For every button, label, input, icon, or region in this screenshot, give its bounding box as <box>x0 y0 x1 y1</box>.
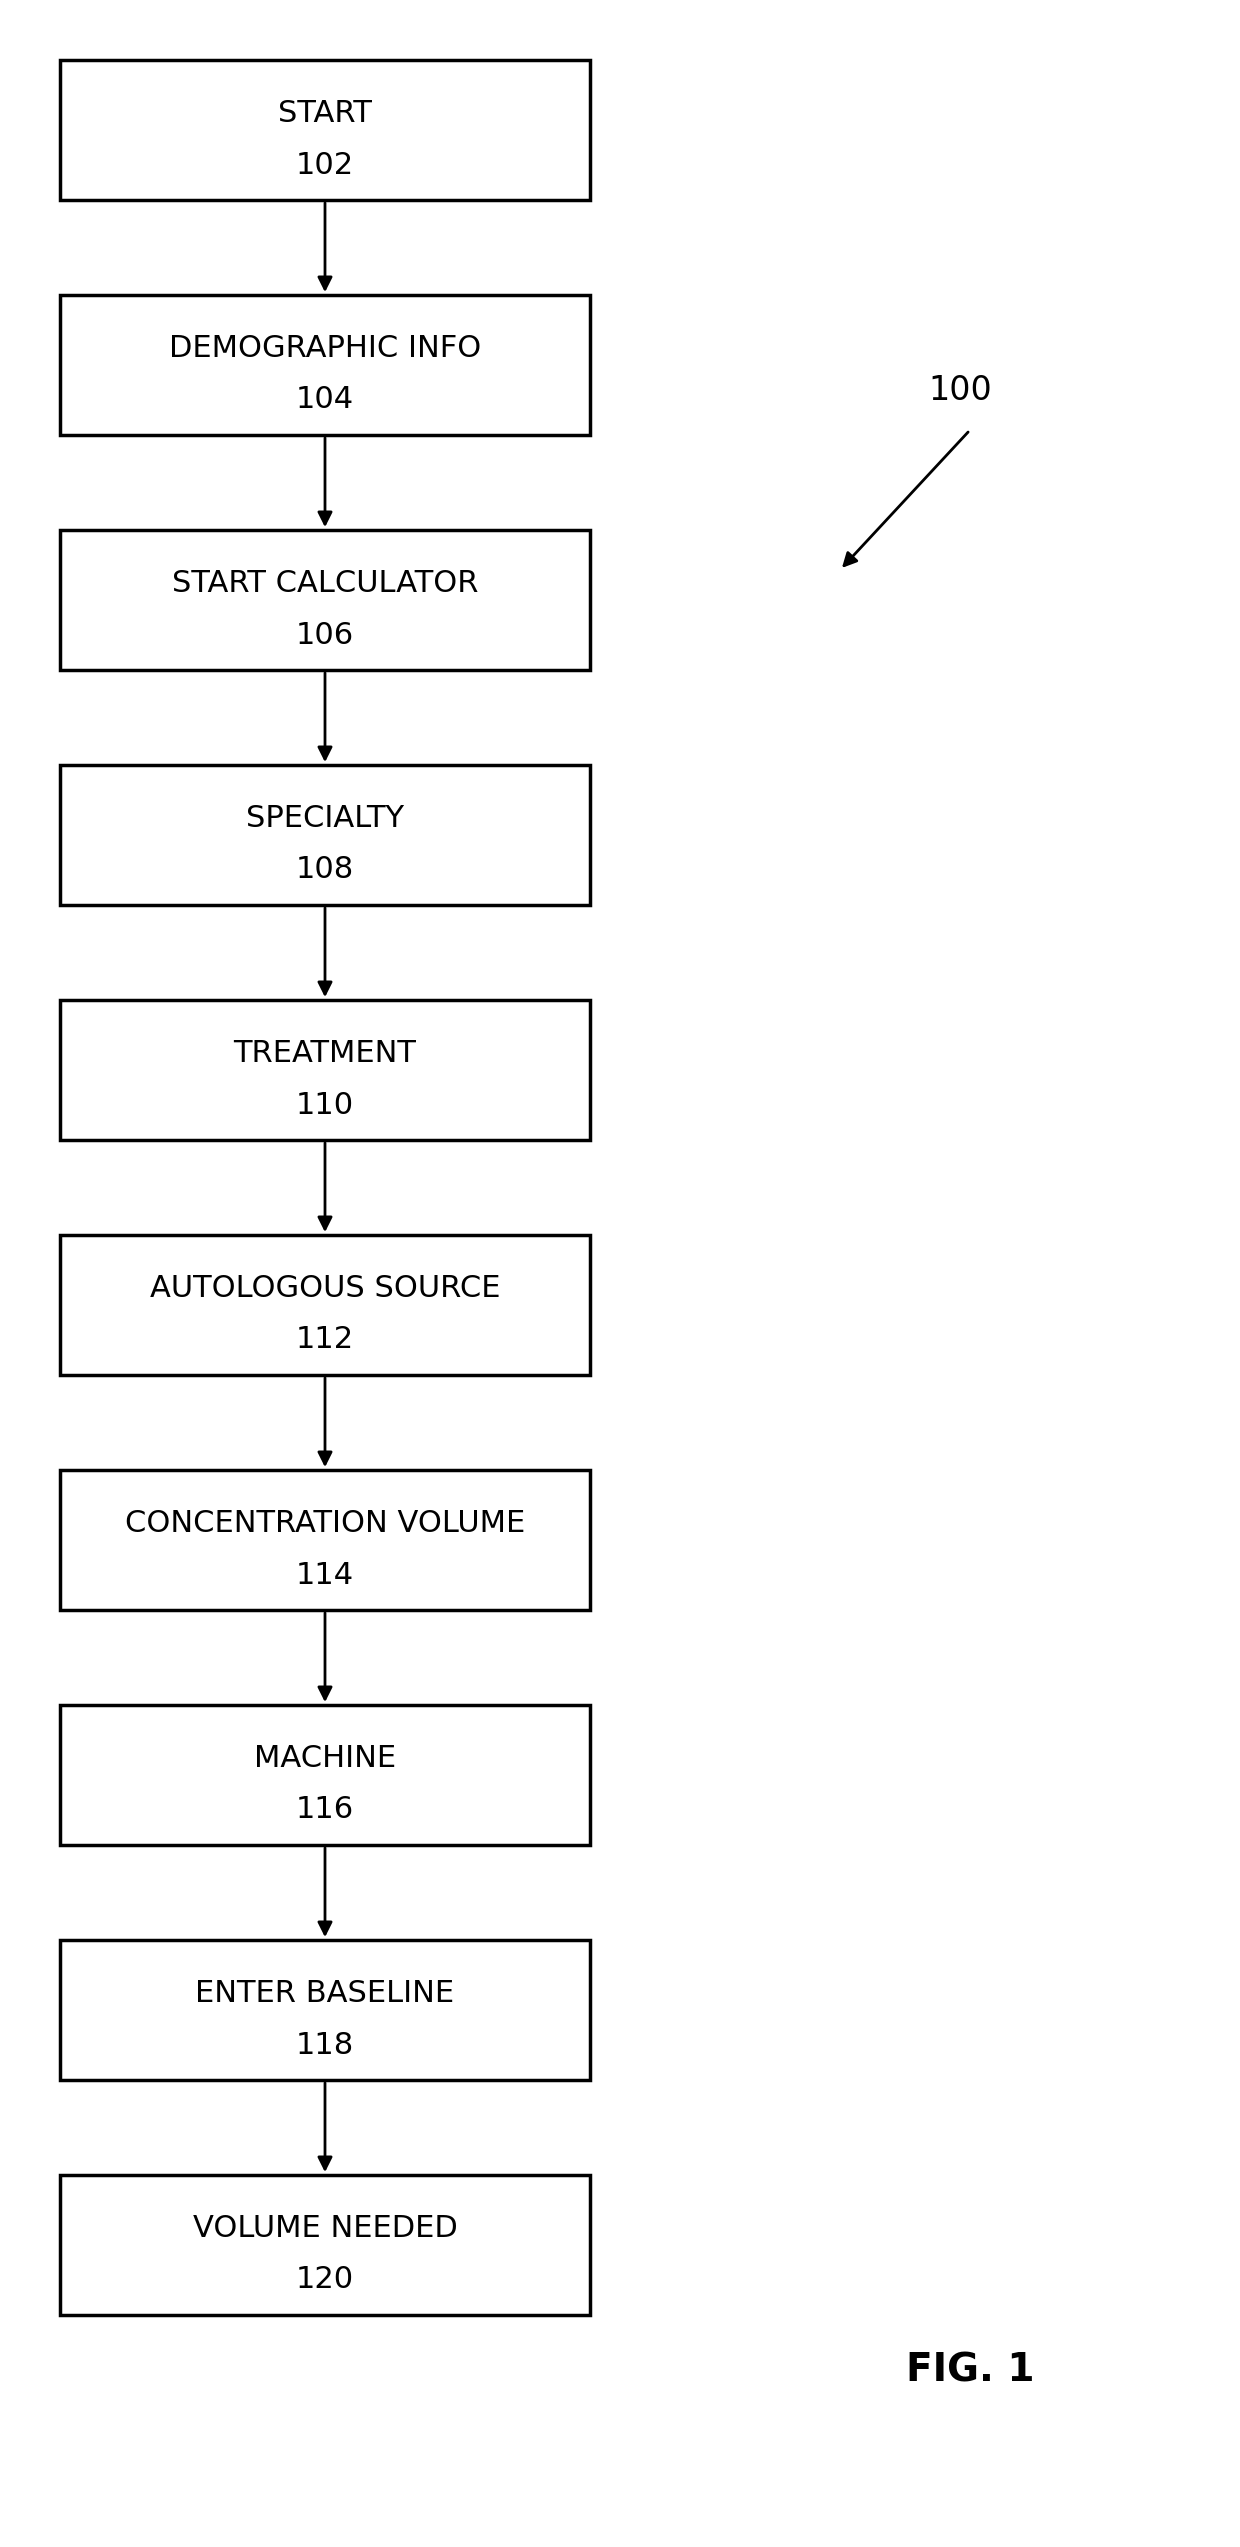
Text: 104: 104 <box>296 385 355 415</box>
Text: START CALCULATOR: START CALCULATOR <box>172 568 479 599</box>
Text: FIG. 1: FIG. 1 <box>905 2351 1034 2389</box>
FancyBboxPatch shape <box>60 2175 590 2315</box>
Text: 110: 110 <box>296 1090 355 1121</box>
Text: TREATMENT: TREATMENT <box>233 1039 417 1067</box>
Text: MACHINE: MACHINE <box>254 1745 396 1773</box>
FancyBboxPatch shape <box>60 1704 590 1844</box>
Text: 116: 116 <box>296 1796 355 1824</box>
Text: VOLUME NEEDED: VOLUME NEEDED <box>192 2213 458 2244</box>
Text: 120: 120 <box>296 2264 355 2295</box>
Text: 102: 102 <box>296 150 355 178</box>
Text: 106: 106 <box>296 621 355 649</box>
FancyBboxPatch shape <box>60 295 590 436</box>
FancyBboxPatch shape <box>60 1001 590 1141</box>
FancyBboxPatch shape <box>60 1470 590 1610</box>
FancyBboxPatch shape <box>60 61 590 201</box>
FancyBboxPatch shape <box>60 530 590 670</box>
Text: 114: 114 <box>296 1561 355 1589</box>
FancyBboxPatch shape <box>60 1941 590 2081</box>
Text: DEMOGRAPHIC INFO: DEMOGRAPHIC INFO <box>169 334 481 362</box>
Text: 108: 108 <box>296 856 355 884</box>
Text: 100: 100 <box>928 374 992 408</box>
Text: ENTER BASELINE: ENTER BASELINE <box>196 1979 455 2007</box>
Text: START: START <box>278 99 372 127</box>
Text: CONCENTRATION VOLUME: CONCENTRATION VOLUME <box>125 1508 525 1538</box>
Text: SPECIALTY: SPECIALTY <box>246 805 404 833</box>
Text: 118: 118 <box>296 2030 355 2061</box>
FancyBboxPatch shape <box>60 764 590 904</box>
Text: AUTOLOGOUS SOURCE: AUTOLOGOUS SOURCE <box>150 1274 500 1302</box>
Text: 112: 112 <box>296 1324 355 1355</box>
FancyBboxPatch shape <box>60 1235 590 1375</box>
